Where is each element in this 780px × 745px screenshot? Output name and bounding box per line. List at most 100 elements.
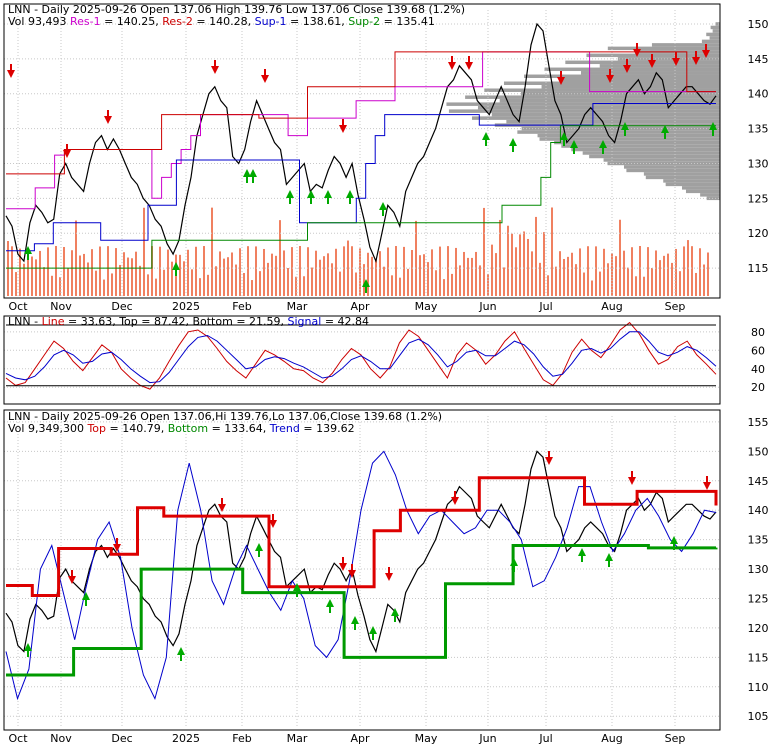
legend-item-5: Sup-1 [255,15,290,28]
volume-bar [455,247,457,296]
x-tick-label-Sep: Sep [665,300,686,313]
sell-arrow-14 [692,51,700,65]
volume-bar [115,248,117,296]
profile-bar [499,98,720,103]
y-tick-label-125: 125 [748,192,769,205]
volume-bar [495,253,497,296]
legend-item-0: Vol 93,493 [8,15,70,28]
trend-buy-arrow-10 [578,548,586,562]
profile-bar [503,81,720,85]
sell-arrow-12 [648,54,656,68]
volume-bar [603,248,605,296]
volume-bar [59,277,61,296]
profile-bar [484,88,720,92]
legend-item-1: Res-1 [70,15,104,28]
profile-bar [491,112,720,117]
trend-buy-arrow-5 [326,599,334,613]
volume-bar [23,263,25,296]
y-tick-label-135: 135 [748,123,769,136]
volume-bar [563,258,565,296]
y-tick-label-130: 130 [748,157,769,170]
x-tick-label-Nov: Nov [50,732,72,745]
volume-bar [179,254,181,296]
volume-bar [19,248,21,296]
buy-arrow-16 [661,125,669,139]
profile-bar [554,140,720,145]
volume-bar [583,272,585,296]
profile-bar [706,196,720,201]
series-sup-2 [6,125,716,269]
price-panel-border [3,3,721,299]
sell-arrow-7 [465,56,473,70]
volume-bar [67,268,69,296]
x-tick-label-Jun: Jun [478,300,496,313]
x-tick-label-Oct: Oct [8,732,28,745]
volume-bar [147,274,149,296]
legend-item-2: = 140.25, [104,15,162,28]
volume-bar [323,256,325,296]
volume-bar [535,216,537,296]
volume-bar [359,248,361,296]
volume-bar [615,256,617,296]
volume-bar [367,252,369,296]
buy-arrow-9 [379,202,387,216]
volume-bar [387,247,389,296]
x-tick-label-2025: 2025 [172,732,200,745]
profile-bar [524,74,720,79]
volume-bar [319,259,321,296]
profile-bar [626,168,720,173]
trend-lines [5,450,718,701]
volume-bar [247,246,249,296]
profile-bar [645,175,720,180]
volume-bar [183,261,185,296]
legend-item-5: Trend [269,422,304,435]
x-tick-label-May: May [415,732,438,745]
volume-bar [11,246,13,296]
volume-bar [87,262,89,296]
legend-item-3: Bottom [168,422,212,435]
volume-bar [419,255,421,296]
profile-bar [580,71,720,75]
y-tick-label-120: 120 [748,622,769,635]
y-tick-label-150: 150 [748,18,769,31]
trend-sell-arrow-8 [545,451,553,465]
volume-bar [167,249,169,296]
volume-bar [267,262,269,296]
sell-arrow-15 [702,44,710,58]
volume-bar [83,253,85,296]
sell-arrow-2 [104,110,112,124]
profile-bar [472,116,720,120]
profile-bar [663,179,720,183]
volume-bar [447,246,449,296]
y-tick-label-140: 140 [748,504,769,517]
sell-arrow-13 [672,52,680,66]
legend-item-3: Top [118,315,141,328]
buy-arrow-10 [482,132,490,146]
profile-bar [710,25,720,30]
volume-bar [623,250,625,296]
series-res-2 [6,51,716,175]
profile-bar [685,189,720,194]
volume-bar [227,257,229,296]
profile-bar [517,130,720,134]
x-tick-label-Mar: Mar [287,732,308,745]
legend-item-1: Top [86,422,109,435]
volume-bar [71,250,73,296]
volume-bar [467,257,469,296]
profile-bar [586,53,720,58]
volume-bar [547,275,549,296]
y-tick-label-155: 155 [748,416,769,429]
trend-buy-arrow-9 [510,558,518,572]
volume-bar [579,248,581,296]
y-tick-label-110: 110 [748,681,769,694]
trend-buy-arrow-6 [351,616,359,630]
volume-bar [335,248,337,296]
volume-bar [283,250,285,296]
sell-arrow-5 [339,119,347,133]
y-tick-label-130: 130 [748,563,769,576]
price-panel: 115 120 125 130 135 140 145 150 Oct Nov Dec 2025 Fe… [3,3,769,313]
volume-bar [479,265,481,296]
buy-arrow-12 [560,132,568,146]
profile-bar [465,95,720,99]
volume-bar [375,259,377,296]
